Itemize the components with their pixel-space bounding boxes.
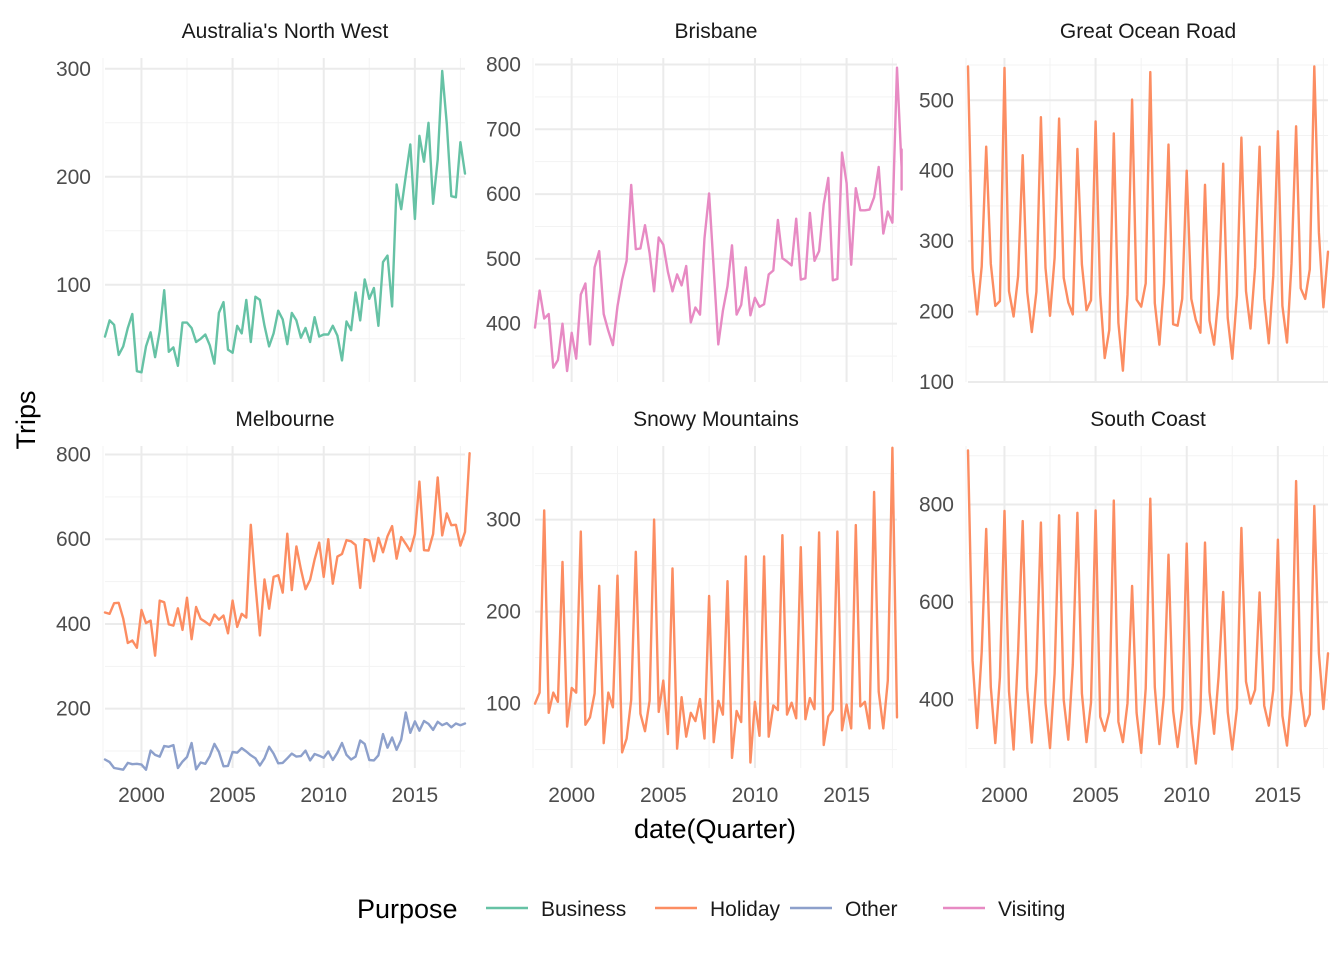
legend-title: Purpose (357, 894, 458, 924)
facet-panels: Australia's North West 100 200 300 Brisbane 4… (56, 20, 1330, 807)
panel-melbourne: Melbourne 200 400 600 800 2000 2005 2010 2015 (56, 408, 471, 807)
facet-title-australia-s-north-west: Australia's North West (182, 20, 389, 43)
x-tick-label: 2010 (732, 784, 779, 807)
y-tick-label: 600 (486, 183, 521, 206)
series-line-business-australia-s-north-west (103, 69, 467, 374)
y-tick-label: 700 (486, 118, 521, 141)
x-tick-label: 2015 (392, 784, 439, 807)
panel-brisbane: Brisbane 400 500 600 700 800 (486, 20, 903, 382)
facet-title-south-coast: South Coast (1090, 408, 1206, 431)
series-line-other-melbourne (103, 711, 467, 771)
x-tick-label: 2015 (823, 784, 870, 807)
legend-label-business: Business (541, 898, 626, 921)
y-tick-label: 200 (486, 601, 521, 624)
panel-great-ocean-road: Great Ocean Road 100 200 300 400 500 (919, 20, 1330, 394)
legend-entry-holiday: Holiday (655, 898, 781, 921)
y-tick-label: 100 (56, 274, 91, 297)
series-line-holiday-melbourne (103, 452, 471, 657)
y-tick-label: 400 (919, 689, 954, 712)
y-tick-label: 200 (56, 166, 91, 189)
y-tick-label: 300 (56, 58, 91, 81)
series-line-visiting-brisbane (533, 66, 903, 373)
y-tick-label: 600 (919, 591, 954, 614)
y-tick-label: 500 (486, 248, 521, 271)
y-tick-label: 200 (919, 301, 954, 324)
facet-title-snowy-mountains: Snowy Mountains (633, 408, 799, 431)
y-tick-label: 400 (486, 313, 521, 336)
panel-south-coast: South Coast 400 600 800 2000 2005 2010 2015 (919, 408, 1330, 807)
facet-title-great-ocean-road: Great Ocean Road (1060, 20, 1236, 43)
legend-entry-other: Other (790, 898, 898, 921)
y-tick-label: 100 (486, 693, 521, 716)
series-line-holiday-snowy-mountains (533, 446, 899, 764)
y-tick-label: 800 (919, 494, 954, 517)
facet-title-brisbane: Brisbane (675, 20, 758, 43)
x-tick-label: 2005 (1072, 784, 1119, 807)
y-tick-label: 100 (919, 371, 954, 394)
legend-label-visiting: Visiting (998, 898, 1065, 921)
series-line-holiday-south-coast (966, 449, 1330, 765)
x-axis-title: date(Quarter) (634, 814, 796, 844)
x-tick-label: 2015 (1255, 784, 1302, 807)
legend: Purpose Business Holiday Other Visiting (357, 894, 1065, 924)
y-tick-label: 300 (919, 230, 954, 253)
legend-label-other: Other (845, 898, 898, 921)
x-tick-label: 2005 (209, 784, 256, 807)
x-tick-label: 2010 (1163, 784, 1210, 807)
legend-label-holiday: Holiday (710, 898, 781, 921)
x-tick-label: 2000 (118, 784, 165, 807)
y-axis-title: Trips (11, 391, 41, 450)
y-tick-label: 500 (919, 89, 954, 112)
panel-australia-s-north-west: Australia's North West 100 200 300 (56, 20, 467, 382)
x-tick-label: 2000 (548, 784, 595, 807)
series-line-holiday-great-ocean-road (966, 65, 1330, 372)
y-tick-label: 300 (486, 509, 521, 532)
legend-entry-visiting: Visiting (943, 898, 1065, 921)
x-tick-label: 2010 (300, 784, 347, 807)
x-tick-label: 2000 (981, 784, 1028, 807)
x-tick-label: 2005 (640, 784, 687, 807)
y-tick-label: 400 (919, 160, 954, 183)
y-tick-label: 800 (486, 53, 521, 76)
y-tick-label: 800 (56, 443, 91, 466)
facet-title-melbourne: Melbourne (235, 408, 334, 431)
y-tick-label: 200 (56, 698, 91, 721)
y-tick-label: 400 (56, 613, 91, 636)
panel-snowy-mountains: Snowy Mountains 100 200 300 2000 2005 2010 2015 (486, 408, 899, 807)
y-tick-label: 600 (56, 528, 91, 551)
legend-entry-business: Business (486, 898, 626, 921)
